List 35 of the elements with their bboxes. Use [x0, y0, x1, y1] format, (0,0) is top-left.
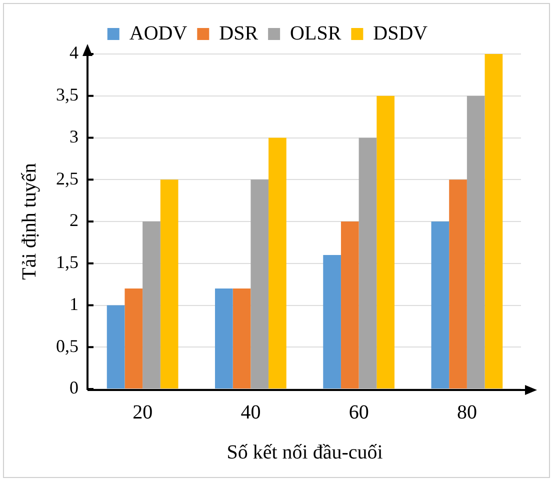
y-tick-label: 1,5: [56, 252, 78, 272]
x-tick-label: 80: [456, 401, 477, 424]
y-tick-label: 0: [70, 378, 78, 398]
bar: [340, 222, 359, 388]
y-tick-label: 3: [70, 126, 78, 146]
y-tick-label: 2,5: [56, 168, 78, 188]
bar: [106, 305, 125, 388]
x-tick-label: 60: [348, 401, 369, 424]
y-axis-title: Tải định tuyến: [18, 163, 40, 280]
x-tick-label: 40: [240, 401, 261, 424]
legend-label: DSR: [219, 22, 259, 44]
bar: [484, 54, 503, 388]
y-tick-label: 1: [70, 294, 78, 314]
bar: [142, 222, 160, 388]
bar: [323, 255, 341, 388]
bar: [431, 222, 450, 388]
y-tick-label: 0,5: [56, 336, 78, 356]
bar: [250, 180, 269, 388]
bar: [124, 288, 143, 388]
legend-label: AODV: [129, 22, 188, 44]
bar: [466, 96, 485, 388]
y-tick-label: 2: [70, 210, 78, 230]
y-tick-label: 3,5: [56, 84, 78, 105]
x-tick-label: 20: [132, 401, 153, 424]
bar: [232, 288, 251, 388]
bar: [160, 180, 178, 388]
bar: [215, 288, 233, 388]
bar: [358, 138, 377, 388]
bar: [376, 96, 394, 388]
bar: [449, 180, 467, 388]
legend-label: OLSR: [290, 22, 342, 44]
y-tick-label: 4: [70, 42, 78, 63]
legend-label: DSDV: [373, 22, 428, 44]
bar: [268, 138, 286, 388]
x-axis-title: Số kết nối đầu-cuối: [226, 441, 384, 464]
